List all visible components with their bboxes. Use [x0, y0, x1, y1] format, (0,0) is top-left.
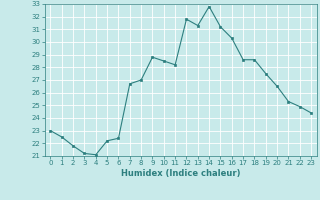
X-axis label: Humidex (Indice chaleur): Humidex (Indice chaleur)	[121, 169, 241, 178]
